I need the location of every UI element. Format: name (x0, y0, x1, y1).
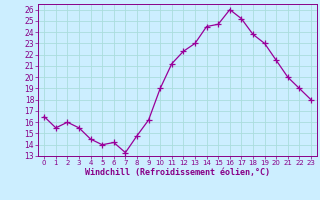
X-axis label: Windchill (Refroidissement éolien,°C): Windchill (Refroidissement éolien,°C) (85, 168, 270, 177)
